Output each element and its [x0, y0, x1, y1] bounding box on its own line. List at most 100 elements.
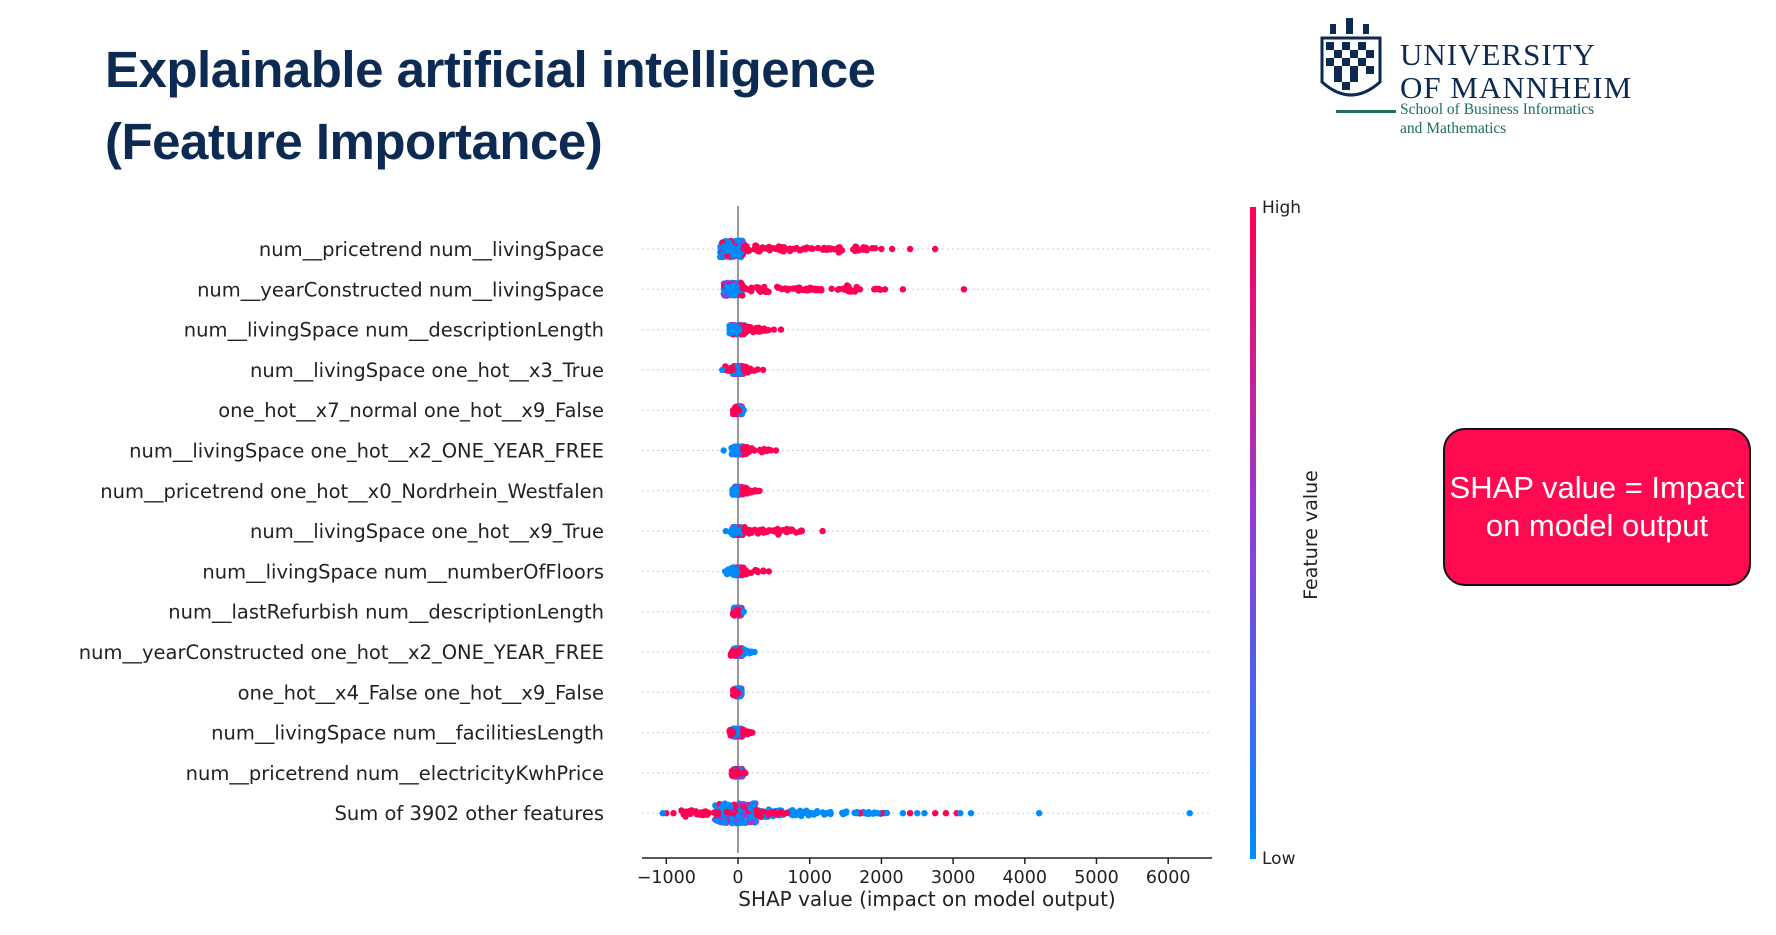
shap-point [765, 811, 772, 818]
shap-point [719, 366, 726, 374]
shap-point [729, 486, 736, 493]
shap-point [728, 444, 735, 452]
shap-point [728, 815, 735, 822]
shap-point [792, 529, 800, 536]
colorbar-high-label: High [1262, 198, 1301, 218]
shap-point [743, 568, 751, 576]
x-tick-label: 3000 [931, 868, 976, 888]
shap-point [759, 366, 767, 374]
shap-point [739, 565, 746, 572]
feature-label: one_hot__x7_normal one_hot__x9_False [218, 399, 604, 422]
shap-point [899, 286, 907, 293]
shap-point [942, 810, 950, 817]
shap-point [726, 330, 733, 337]
feature-swarm [659, 800, 1193, 827]
shap-point [1035, 810, 1043, 817]
feature-swarm [721, 564, 773, 579]
shap-point [749, 729, 756, 736]
feature-label: num__livingSpace one_hot__x9_True [250, 520, 604, 543]
feature-label: num__livingSpace num__numberOfFloors [202, 560, 604, 583]
shap-point [729, 491, 736, 498]
shap-point [763, 447, 770, 455]
feature-swarm [722, 523, 826, 539]
feature-label: num__pricetrend one_hot__x0_Nordrhein_We… [100, 480, 604, 503]
shap-point [755, 324, 762, 331]
shap-point [739, 490, 747, 497]
feature-label: num__yearConstructed one_hot__x2_ONE_YEA… [79, 641, 604, 664]
shap-point [814, 285, 821, 293]
shap-point [756, 446, 764, 454]
shap-point [741, 527, 748, 534]
shap-point [720, 447, 727, 454]
shap-point [921, 810, 928, 817]
feature-swarm [729, 604, 747, 619]
slide-title-line2: (Feature Importance) [105, 113, 603, 170]
shap-point [719, 803, 726, 811]
shap-point [797, 527, 805, 534]
shap-point [765, 326, 772, 334]
feature-swarm [716, 237, 939, 261]
feature-swarm [720, 443, 780, 458]
logo-line3: School of Business Informatics [1400, 101, 1595, 118]
shap-point [960, 286, 968, 293]
shap-points [659, 237, 1193, 827]
logo-line1: UNIVERSITY [1400, 37, 1596, 72]
shap-point [835, 244, 843, 251]
shap-point [931, 810, 939, 817]
shap-point [809, 285, 816, 293]
slide-title: Explainable artificial intelligence (Fea… [105, 34, 876, 178]
shap-point [906, 810, 914, 817]
x-ticks: −1000 0 1000 2000 3000 4000 5000 6000 [637, 858, 1190, 888]
feature-label: num__livingSpace one_hot__x3_True [250, 359, 604, 382]
logo-line2: OF MANNHEIM [1400, 70, 1633, 105]
shap-point [754, 366, 761, 373]
shap-point [714, 809, 722, 816]
shap-point [881, 286, 889, 293]
shap-point [793, 285, 800, 293]
shap-point [874, 810, 882, 817]
shap-point [863, 247, 871, 254]
shap-point [732, 405, 739, 413]
shap-point [856, 286, 864, 293]
shap-beeswarm-chart: num__pricetrend num__livingSpace num__yea… [79, 198, 1322, 911]
feature-label: num__pricetrend num__livingSpace [259, 238, 604, 261]
shap-point [742, 329, 749, 336]
shap-point [802, 246, 809, 253]
shap-point [777, 326, 785, 333]
callout-text: SHAP value = Impact on model output [1449, 470, 1745, 543]
shap-point [839, 809, 846, 817]
x-axis-label: SHAP value (impact on model output) [738, 887, 1115, 911]
shap-point [883, 809, 891, 817]
shap-point [693, 810, 700, 818]
shap-point [747, 805, 755, 812]
logo-line4: and Mathematics [1400, 120, 1507, 137]
shap-point [888, 245, 896, 253]
x-tick-label: 5000 [1074, 868, 1119, 888]
shap-point [722, 527, 730, 535]
shap-point [866, 809, 873, 817]
feature-label: Sum of 3902 other features [335, 802, 604, 825]
logo-name: UNIVERSITY OF MANNHEIM [1400, 38, 1632, 104]
shap-point [734, 690, 741, 697]
feature-label: num__pricetrend num__electricityKwhPrice [186, 762, 604, 785]
shap-point [744, 446, 751, 454]
shap-point [773, 811, 781, 818]
feature-label: num__livingSpace one_hot__x2_ONE_YEAR_FR… [129, 440, 604, 463]
shap-point [836, 285, 843, 293]
shap-point [786, 247, 794, 255]
shap-point [740, 608, 747, 615]
shap-point [747, 487, 754, 494]
shap-point [780, 246, 787, 253]
shap-point [739, 770, 746, 777]
feature-rows: num__pricetrend num__livingSpace num__yea… [79, 238, 1212, 825]
shap-point [753, 567, 760, 575]
shap-point [931, 245, 939, 253]
colorbar-low-label: Low [1262, 849, 1296, 869]
shap-point [764, 288, 772, 296]
shap-point [740, 731, 747, 738]
shap-point [746, 648, 753, 656]
shap-point [739, 282, 746, 289]
shap-point [1186, 810, 1193, 817]
feature-swarm [726, 725, 756, 740]
university-logo [1320, 18, 1382, 97]
